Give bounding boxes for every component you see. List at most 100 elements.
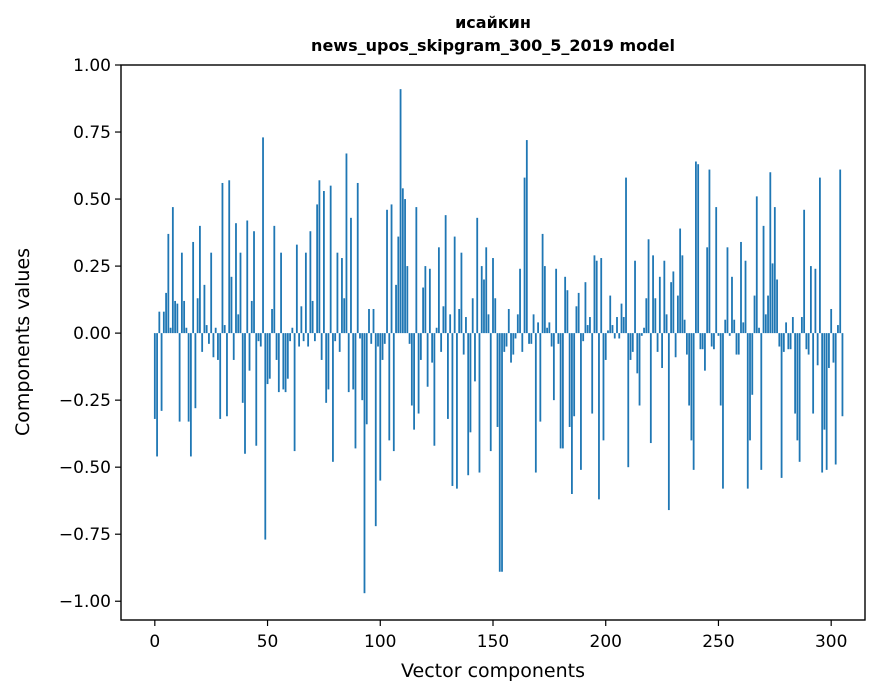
bar — [259, 333, 262, 347]
bar — [607, 330, 609, 334]
bar — [453, 236, 456, 334]
bar — [350, 217, 352, 334]
bar — [640, 333, 643, 336]
bar — [302, 333, 305, 342]
bar — [697, 164, 700, 334]
bar — [194, 333, 197, 409]
plot-frame — [120, 64, 866, 621]
bar — [212, 333, 215, 358]
bar — [262, 137, 264, 334]
bar — [329, 185, 332, 334]
bar — [532, 314, 535, 334]
bar — [715, 207, 718, 334]
bar — [158, 311, 161, 334]
bar — [395, 284, 397, 334]
bar — [706, 247, 709, 334]
bar — [428, 268, 431, 334]
bar — [589, 317, 591, 334]
bar — [746, 333, 749, 489]
bar — [255, 333, 258, 446]
bar — [629, 333, 632, 360]
bar — [293, 333, 296, 452]
bar — [478, 333, 481, 473]
bar — [841, 333, 844, 417]
bar — [469, 333, 472, 433]
bar — [663, 260, 666, 334]
bar — [465, 317, 467, 334]
bar — [523, 177, 526, 334]
bar — [501, 333, 503, 572]
bar — [275, 333, 278, 360]
bar — [246, 220, 249, 334]
bar — [165, 292, 167, 334]
bar — [510, 333, 512, 363]
bar — [672, 271, 675, 334]
bar — [480, 266, 483, 334]
bar — [683, 319, 686, 334]
bar — [325, 333, 328, 403]
bar — [796, 333, 799, 441]
bar — [595, 260, 598, 334]
bar — [451, 333, 454, 486]
bar — [731, 276, 733, 334]
bar — [834, 333, 837, 465]
bar — [498, 333, 501, 572]
bar — [356, 182, 359, 334]
bar — [415, 207, 418, 334]
bar — [782, 333, 785, 352]
bar — [171, 207, 174, 334]
bar — [257, 333, 260, 342]
bar — [627, 333, 630, 468]
bar — [205, 325, 208, 334]
bar — [582, 333, 585, 342]
bar — [178, 333, 181, 422]
bar — [485, 247, 488, 334]
bar — [295, 244, 298, 334]
bar — [591, 333, 594, 414]
bar — [645, 298, 648, 334]
bar — [717, 333, 720, 336]
bar — [658, 276, 661, 334]
bar — [280, 252, 282, 334]
chart-title: исайкин — [455, 13, 531, 32]
bar — [313, 333, 316, 342]
bar — [609, 295, 612, 334]
x-axis-label: Vector components — [401, 660, 585, 682]
bar — [332, 333, 334, 462]
bar — [647, 239, 650, 334]
bar — [187, 333, 190, 422]
x-tick-label: 200 — [590, 632, 622, 652]
bar — [798, 333, 801, 462]
bar — [410, 333, 413, 406]
bar — [192, 241, 195, 334]
bar — [512, 333, 515, 355]
bar — [776, 279, 778, 334]
bar — [167, 233, 170, 334]
bar — [713, 333, 715, 350]
bar — [334, 333, 337, 342]
bar — [541, 233, 544, 334]
bar — [688, 333, 691, 406]
bar — [460, 252, 463, 334]
bar — [807, 333, 810, 355]
bar — [794, 333, 797, 414]
bar — [584, 282, 587, 334]
y-tick-label: −0.50 — [59, 458, 111, 478]
bar — [311, 300, 314, 334]
bar — [217, 333, 219, 360]
bar — [431, 333, 434, 363]
bar — [185, 327, 188, 334]
bar — [221, 182, 224, 334]
bar — [814, 268, 817, 334]
bar — [271, 308, 273, 334]
bar — [268, 333, 271, 379]
bar — [692, 333, 695, 470]
bar — [444, 215, 447, 334]
bar — [604, 333, 607, 360]
bar — [180, 252, 183, 334]
bar — [401, 188, 404, 334]
bar — [345, 153, 348, 334]
bar — [823, 333, 826, 430]
x-tick-label: 250 — [702, 632, 734, 652]
